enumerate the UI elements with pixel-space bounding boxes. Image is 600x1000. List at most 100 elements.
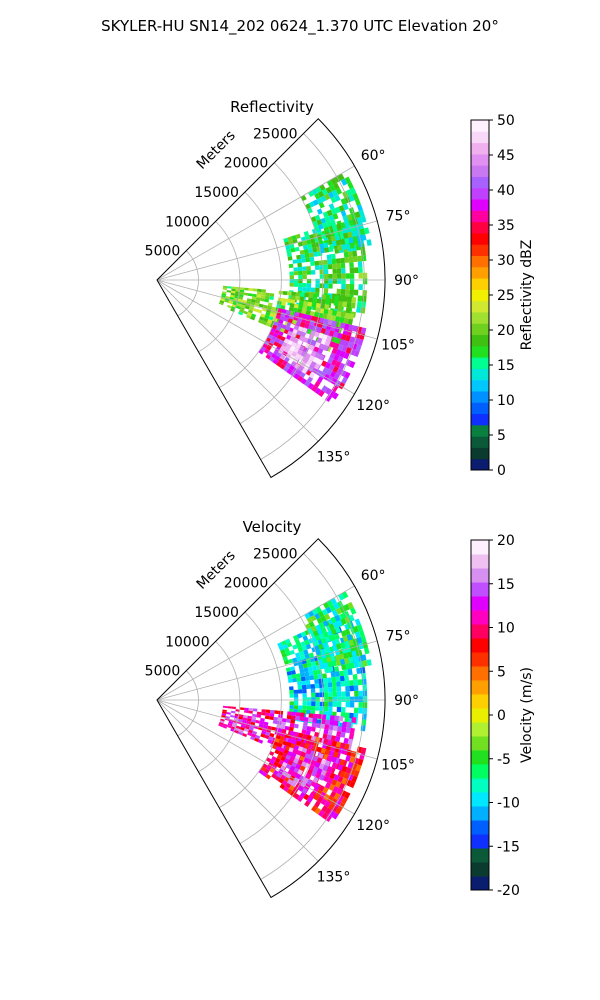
- echo-cell: [295, 353, 301, 360]
- echo-cell: [341, 244, 347, 250]
- echo-cell: [353, 685, 359, 691]
- echo-cell: [295, 763, 302, 770]
- echo-cell: [301, 787, 308, 794]
- echo-cell: [320, 723, 326, 729]
- echo-cell: [318, 354, 325, 361]
- echo-cell: [316, 789, 323, 797]
- echo-cell: [318, 810, 325, 817]
- echo-cell: [297, 746, 304, 752]
- echo-cell: [320, 327, 327, 334]
- echo-cell: [322, 313, 328, 320]
- echo-cell: [310, 238, 316, 244]
- echo-cell: [335, 361, 342, 368]
- colorbar-segment: [471, 447, 489, 460]
- azimuth-tick-label: 90°: [394, 693, 419, 709]
- echo-cell: [329, 341, 336, 348]
- echo-cell: [246, 720, 251, 725]
- echo-cell: [332, 691, 338, 697]
- echo-cell: [294, 638, 301, 645]
- echo-cell: [221, 294, 226, 298]
- echo-cell: [261, 730, 267, 735]
- azimuth-tick-label: 135°: [317, 869, 351, 885]
- echo-cell: [285, 343, 292, 350]
- echo-cell: [349, 702, 355, 708]
- echo-cell: [272, 332, 279, 338]
- echo-cell: [251, 296, 257, 300]
- echo-cell: [327, 766, 334, 773]
- echo-cell: [316, 234, 323, 240]
- echo-cell: [315, 692, 320, 698]
- echo-cell: [340, 680, 346, 687]
- echo-cell: [356, 216, 363, 224]
- echo-cell: [331, 320, 337, 327]
- echo-cell: [324, 387, 332, 395]
- echo-cell: [314, 214, 321, 221]
- echo-cell: [320, 615, 327, 623]
- echo-cell: [295, 740, 302, 746]
- echo-cell: [326, 599, 334, 607]
- echo-cell: [293, 744, 300, 751]
- echo-cell: [308, 201, 315, 208]
- echo-cell: [291, 739, 298, 745]
- colorbar-tick-label: 35: [497, 218, 515, 234]
- echo-cell: [240, 287, 245, 291]
- echo-cell: [346, 214, 353, 221]
- colorbar-segment: [471, 142, 489, 155]
- echo-cell: [225, 295, 230, 299]
- colorbar-segment: [471, 862, 489, 877]
- echo-cell: [255, 734, 261, 740]
- echo-cell: [304, 639, 310, 646]
- echo-cell: [346, 302, 352, 308]
- echo-cell: [310, 770, 317, 777]
- echo-cell: [319, 283, 325, 289]
- echo-cell: [297, 375, 304, 382]
- echo-cell: [349, 289, 355, 296]
- echo-cell: [324, 193, 331, 201]
- echo-cell: [319, 317, 325, 324]
- echo-cell: [326, 755, 332, 762]
- echo-cell: [284, 725, 290, 731]
- colorbar-segment: [471, 210, 489, 223]
- echo-cell: [336, 268, 342, 274]
- echo-cell: [353, 267, 359, 274]
- echo-cell: [256, 291, 262, 295]
- echo-cell: [348, 733, 355, 740]
- echo-cell: [260, 297, 265, 302]
- echo-cell: [316, 298, 322, 304]
- echo-cell: [352, 325, 358, 332]
- echo-cell: [269, 732, 275, 738]
- echo-cell: [286, 252, 292, 257]
- echo-cell: [301, 351, 307, 358]
- colorbar-segment: [471, 750, 489, 765]
- echo-cell: [343, 340, 350, 348]
- echo-cell: [324, 216, 331, 223]
- echo-cell: [289, 649, 295, 655]
- range-ring: [198, 221, 241, 353]
- echo-cell: [345, 243, 351, 250]
- echo-cell: [273, 761, 279, 767]
- echo-cell: [298, 732, 304, 738]
- echo-cell: [230, 290, 236, 294]
- echo-cell: [334, 633, 340, 640]
- echo-cell: [331, 756, 337, 763]
- colorbar-segment: [471, 199, 489, 211]
- echo-cell: [350, 278, 355, 285]
- echo-cell: [312, 247, 318, 253]
- echo-cell: [281, 728, 287, 734]
- echo-cell: [330, 715, 335, 721]
- echo-cell: [279, 735, 285, 741]
- echo-cell: [226, 290, 232, 293]
- echo-cell: [331, 189, 339, 197]
- echo-cell: [349, 242, 355, 249]
- echo-cell: [322, 222, 328, 229]
- echo-cell: [316, 197, 323, 204]
- echo-cell: [285, 651, 291, 657]
- echo-cell: [305, 680, 311, 685]
- echo-cell: [323, 227, 330, 234]
- echo-cell: [238, 716, 244, 720]
- echo-cell: [308, 248, 314, 254]
- echo-cell: [230, 294, 235, 298]
- echo-cell: [361, 672, 367, 680]
- echo-cell: [328, 724, 334, 731]
